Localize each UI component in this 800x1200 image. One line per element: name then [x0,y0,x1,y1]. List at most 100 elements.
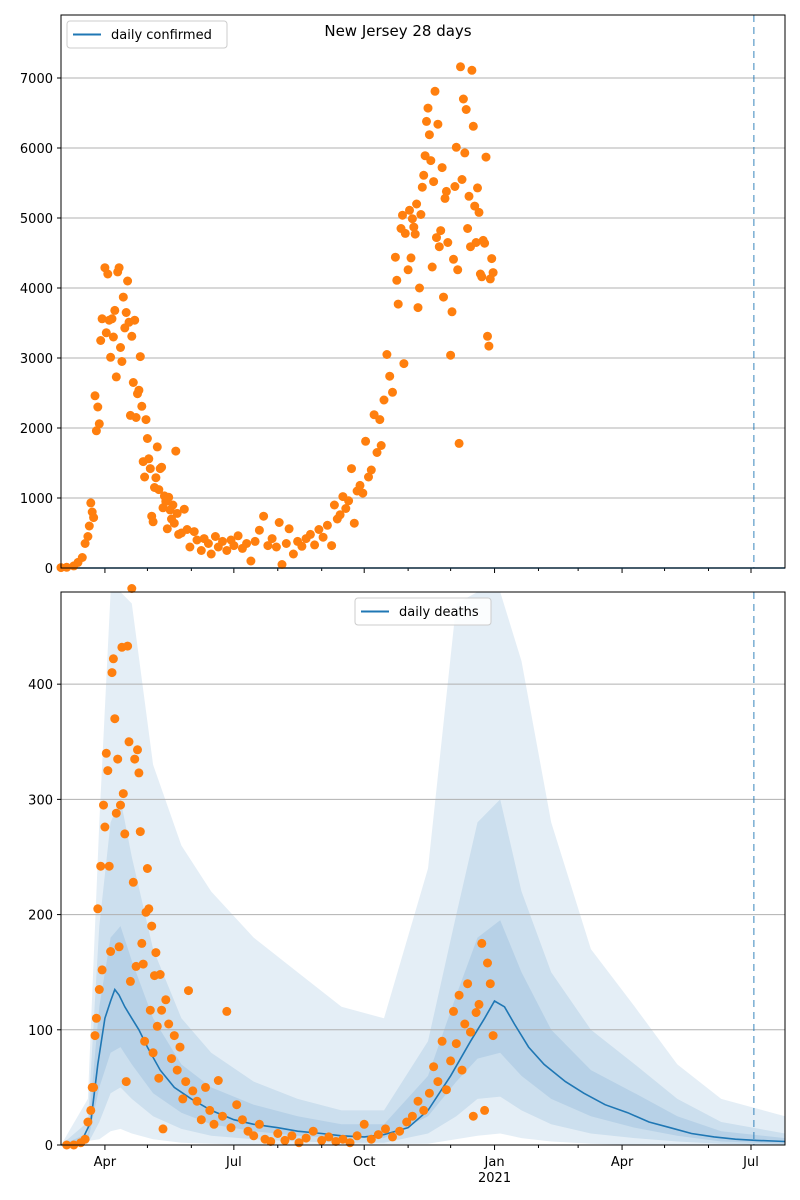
data-point [101,328,111,338]
data-point [131,413,141,422]
confirmed-points [56,62,498,573]
data-point [242,539,252,548]
data-point [103,766,113,776]
data-point [457,175,467,184]
data-point [106,352,116,362]
data-point [432,233,441,243]
data-point [175,1042,185,1052]
data-point [148,517,158,527]
data-point [254,525,264,535]
data-point [427,262,437,272]
data-point [113,754,123,764]
data-point [417,182,427,192]
data-point [259,511,269,521]
x-tick-label: Jul [225,1155,242,1170]
data-point [233,531,243,541]
data-point [130,315,140,325]
data-point [121,308,131,317]
data-point [137,938,147,948]
data-point [171,446,181,456]
data-point [366,465,376,475]
data-point [407,214,417,224]
data-point [135,352,145,362]
data-point [188,1086,198,1096]
data-point [201,1082,210,1092]
data-point [218,1111,227,1121]
data-point [424,130,434,140]
data-point [388,1132,397,1142]
data-point [390,252,400,262]
data-point [222,546,232,555]
data-point [413,303,423,313]
data-point [141,415,151,425]
y-tick-label: 300 [28,793,53,808]
data-point [104,861,114,871]
data-point [388,387,397,397]
data-point [483,331,492,341]
data-point [192,1096,202,1106]
data-point [413,1096,423,1106]
data-point [345,1138,355,1148]
data-point [114,942,124,952]
data-point [403,265,413,275]
data-point [203,539,213,548]
data-point [210,532,220,541]
data-point [474,999,484,1009]
data-point [364,472,373,482]
deaths-y-ticks: 0 100 200 300 400 [28,678,61,1154]
data-point [172,1065,182,1075]
data-point [93,402,103,412]
data-point [80,539,90,548]
data-point [124,737,134,747]
data-point [335,510,345,520]
data-point [110,714,120,724]
data-point [372,448,382,457]
data-point [218,536,227,546]
data-point [385,371,395,381]
confirmed-axes-frame [60,14,786,569]
data-point [137,401,147,411]
chart-title: New Jersey 28 days [324,22,471,40]
data-point [347,464,356,474]
data-point [157,1005,167,1015]
data-point [246,556,256,566]
data-point [460,148,470,158]
confirmed-legend-label: daily confirmed [111,28,212,43]
data-point [249,1131,259,1141]
data-point [443,238,453,247]
data-point [145,1005,155,1015]
data-point [466,1027,475,1037]
data-point [154,1073,164,1083]
data-point [128,378,138,387]
data-point [331,1137,341,1146]
data-point [107,314,117,324]
deaths-x-tick-labels: Apr Jul Oct Jan Apr Jul [94,1155,759,1170]
data-point [310,540,320,550]
y-tick-label: 400 [28,678,53,693]
data-point [116,343,125,352]
data-point [266,1137,276,1146]
data-point [110,305,120,315]
data-point [422,116,431,126]
data-point [103,269,113,279]
data-point [172,508,182,518]
data-point [169,1031,179,1041]
data-point [419,170,429,180]
data-point [322,520,332,530]
data-point [488,1031,498,1041]
data-point [94,419,104,429]
data-point [410,229,420,239]
data-point [473,183,482,193]
data-point [280,1135,290,1145]
data-point [317,1135,327,1145]
data-point [406,253,416,263]
data-point [118,292,128,302]
data-point [344,496,354,506]
data-point [121,1077,131,1087]
data-point [429,177,439,187]
data-point [439,292,448,302]
data-point [375,415,385,425]
data-point [108,332,118,342]
data-point [97,965,107,975]
x-tick-label: Oct [353,1155,375,1170]
